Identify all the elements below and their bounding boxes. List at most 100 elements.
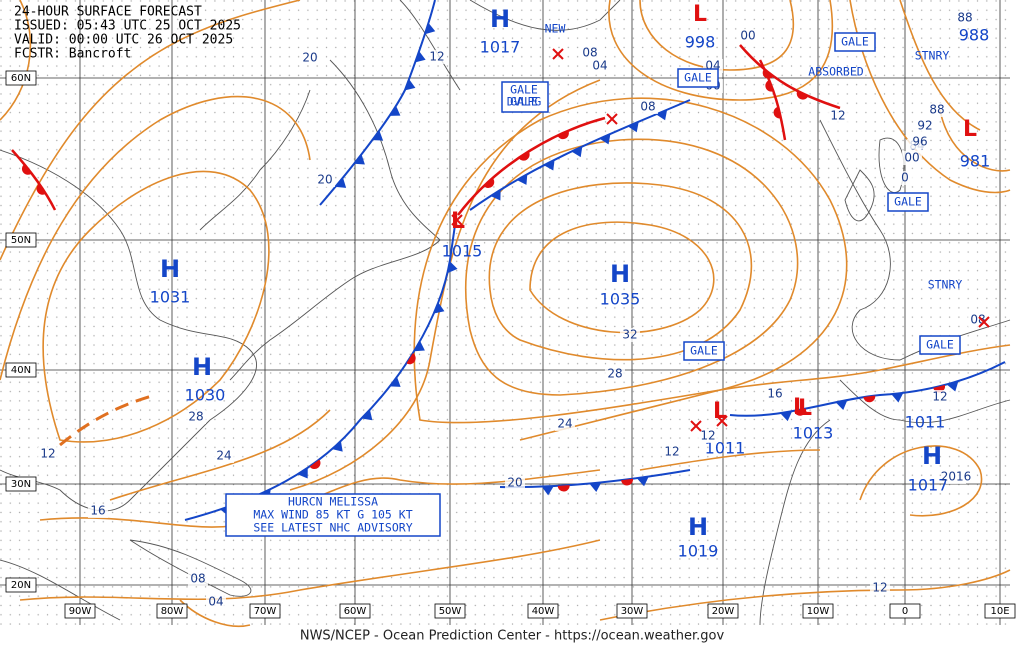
isobar-label: 24 [557, 417, 572, 431]
isobar-label-bg [698, 429, 718, 443]
isobar-label: 08 [190, 572, 205, 586]
boxed-label: GALE [690, 344, 718, 358]
pressure-value: 1013 [793, 424, 834, 443]
front-symbol [36, 183, 46, 195]
hurricane-box [225, 493, 441, 537]
cold-front-triangle [447, 261, 458, 274]
lon-label: 10E [990, 606, 1009, 617]
front-symbol [794, 408, 807, 416]
pressure-value: 1017 [480, 38, 521, 57]
low-x-mark [716, 415, 728, 427]
pressure-symbol: L [793, 395, 807, 420]
pressure-symbol: H [688, 513, 708, 541]
lon-label-bg [249, 603, 281, 619]
lon-label: 30W [621, 606, 644, 617]
isobar-label-bg [315, 173, 335, 187]
isobar-label-bg [605, 367, 625, 381]
front-symbol [389, 376, 401, 387]
pressure-value: 981 [960, 152, 991, 171]
cold-front-triangle [571, 146, 583, 158]
lat-label-bg [5, 577, 37, 593]
front-symbol [516, 174, 528, 185]
cold-front-triangle [297, 467, 308, 479]
front-symbol [404, 79, 416, 91]
isobar-label-bg [214, 449, 234, 463]
cold-front-triangle [433, 302, 445, 314]
front-symbol [21, 164, 32, 175]
lon-label: 90W [69, 606, 92, 617]
label-box [887, 192, 929, 212]
lon-label-bg [339, 603, 371, 619]
lon-label: 20W [712, 606, 735, 617]
cold-front-triangle [335, 177, 347, 188]
front-symbol [599, 133, 611, 145]
isobar-label-bg [870, 581, 890, 595]
lon-label: 40W [532, 606, 555, 617]
cold-front-triangle [414, 340, 425, 352]
lon-label-bg [889, 603, 921, 619]
low-x-mark [978, 316, 990, 328]
isobar-label: 12 [40, 447, 55, 461]
plain-label: NEW [545, 22, 566, 36]
pressure-value: 1035 [600, 290, 641, 309]
cold-front-triangle [389, 105, 401, 116]
pressure-symbol: H [490, 5, 510, 33]
isobar-label-bg [828, 109, 848, 123]
footer: NWS/NCEP - Ocean Prediction Center - htt… [300, 629, 725, 644]
lon-label-bg [802, 603, 834, 619]
isobar-label-bg [188, 572, 208, 586]
isobar-label: 0 [901, 171, 909, 185]
warm-front-semicircle [406, 353, 416, 365]
front-symbol [621, 478, 633, 486]
lat-label: 20N [11, 580, 31, 591]
boxed-label: GALE [684, 71, 712, 85]
warm-front-semicircle [36, 183, 46, 195]
isobar-label: 08 [970, 313, 985, 327]
front-symbol [335, 177, 347, 188]
lon-label: 70W [254, 606, 277, 617]
warm-front-semicircle [557, 485, 570, 492]
isobar-label-bg [638, 100, 658, 114]
lat-label-bg [5, 476, 37, 492]
isobar-label-bg [910, 135, 930, 149]
pressure-value: 998 [685, 33, 716, 52]
front-symbol [780, 411, 793, 422]
cold-front-triangle [780, 411, 793, 422]
boxed-label: GALE [926, 338, 954, 352]
pressure-symbol: L [963, 117, 977, 142]
label-box [919, 335, 961, 355]
cold-front-triangle [361, 409, 373, 421]
isobar-label: 04 [208, 595, 223, 609]
warm-front-semicircle [796, 91, 809, 100]
isobar-label: 12 [664, 445, 679, 459]
warm-front-semicircle [762, 69, 774, 79]
pressure-value: 988 [959, 26, 990, 45]
front-symbol [765, 80, 774, 92]
warm-front-semicircle [621, 478, 633, 486]
lon-label-bg [156, 603, 188, 619]
isobar-label: 12 [429, 50, 444, 64]
isobar-label: 92 [917, 119, 932, 133]
low-x-mark [690, 420, 702, 432]
isobar-label: 00 [904, 151, 919, 165]
cold-front-triangle [354, 154, 365, 165]
isobar-label-bg [555, 417, 575, 431]
warm-front-semicircle [863, 395, 876, 403]
front-symbol [762, 69, 774, 79]
warm-front-semicircle [765, 80, 774, 92]
isobar-label: 88 [929, 103, 944, 117]
front-symbol [946, 381, 959, 392]
label-box [501, 81, 549, 113]
hurricane-text: SEE LATEST NHC ADVISORY [253, 521, 412, 535]
cold-front-triangle [891, 392, 904, 403]
isobars [0, 0, 1011, 627]
lat-label: 50N [11, 235, 31, 246]
lon-label-bg [64, 603, 96, 619]
isobar-label: 88 [957, 11, 972, 25]
label-box [677, 68, 719, 88]
front-symbol [636, 476, 649, 487]
warm-front-semicircle [21, 164, 32, 175]
isobar-label: 20 [302, 51, 317, 65]
